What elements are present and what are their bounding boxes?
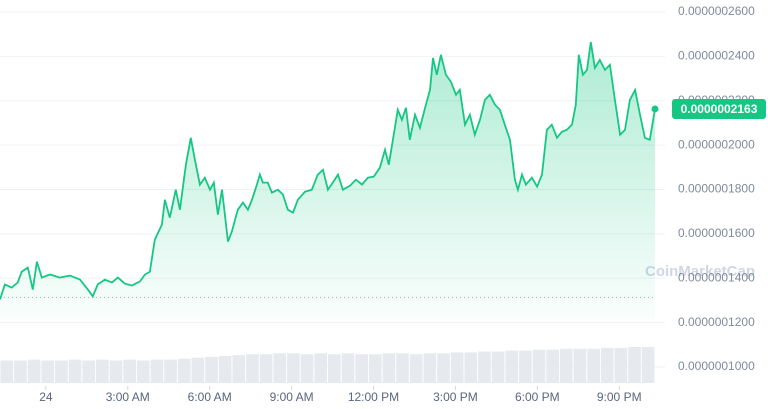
volume-bar <box>273 353 287 383</box>
volume-bar <box>191 357 205 383</box>
volume-bar <box>464 352 478 383</box>
price-area <box>0 42 655 320</box>
volume-bar <box>546 349 559 383</box>
volume-bar <box>232 355 246 383</box>
volume-bar <box>382 353 396 383</box>
last-point <box>651 105 659 113</box>
volume-bar <box>205 356 218 383</box>
x-tick-label: 24 <box>39 390 53 404</box>
volume-bar <box>628 347 641 383</box>
volume-bar <box>355 354 368 383</box>
volume-bar <box>96 359 109 383</box>
volume-bar <box>423 353 437 383</box>
volume-bar <box>450 352 464 383</box>
volume-bar <box>519 350 532 383</box>
x-tick-label: 12:00 PM <box>348 390 399 404</box>
y-tick-label: 0.0000001400 <box>678 270 755 284</box>
volume-bar <box>314 353 327 383</box>
y-tick-label: 0.0000001200 <box>678 315 755 329</box>
volume-bar <box>300 354 314 383</box>
volume-bar <box>164 359 177 383</box>
volume-bar <box>150 359 164 383</box>
volume-bar <box>136 360 150 383</box>
y-tick-label: 0.0000002600 <box>678 4 755 18</box>
x-tick-label: 6:00 AM <box>188 390 232 404</box>
price-tag <box>672 98 766 119</box>
price-tag-label: 0.0000002163 <box>681 102 758 116</box>
volume-bar <box>0 360 14 383</box>
volume-bar <box>614 347 628 383</box>
volume-bar <box>396 353 409 383</box>
volume-bar <box>82 360 96 383</box>
volume-bar <box>287 353 300 383</box>
volume-bar <box>505 350 519 383</box>
x-tick-label: 9:00 PM <box>597 390 642 404</box>
volume-bar <box>478 351 491 383</box>
volume-bar <box>68 359 82 383</box>
volume-bar <box>123 359 136 383</box>
watermark: CoinMarketCap <box>645 263 755 280</box>
volume-bar <box>559 348 573 383</box>
volume-bar <box>600 347 614 383</box>
volume-bar <box>328 354 341 383</box>
volume-bar <box>218 356 232 383</box>
y-tick-label: 0.0000001800 <box>678 182 755 196</box>
volume-bar <box>55 360 68 383</box>
volume-bar <box>641 347 655 383</box>
volume-bar <box>341 353 355 383</box>
volume-bar <box>177 358 191 383</box>
x-tick-label: 9:00 AM <box>270 390 314 404</box>
volume-bar <box>14 360 27 383</box>
volume-bar <box>491 351 505 383</box>
volume-bar <box>409 354 423 383</box>
volume-bar <box>27 359 41 383</box>
y-tick-label: 0.0000001600 <box>678 226 755 240</box>
volume-bar <box>437 353 450 383</box>
volume-bar <box>532 349 546 383</box>
volume-bar <box>587 348 600 383</box>
volume-bar <box>41 360 55 383</box>
price-line <box>0 41 656 300</box>
y-tick-label: 0.0000002400 <box>678 49 755 63</box>
volume-bar <box>109 360 123 383</box>
volume-bar <box>573 348 587 383</box>
x-tick-label: 3:00 PM <box>433 390 478 404</box>
y-tick-label: 0.0000002000 <box>678 137 755 151</box>
volume-bar <box>368 354 382 383</box>
volume-bar <box>259 354 273 383</box>
y-tick-label: 0.0000001000 <box>678 359 755 373</box>
x-tick-label: 6:00 PM <box>515 390 560 404</box>
x-tick-label: 3:00 AM <box>106 390 150 404</box>
volume-bar <box>246 354 259 383</box>
